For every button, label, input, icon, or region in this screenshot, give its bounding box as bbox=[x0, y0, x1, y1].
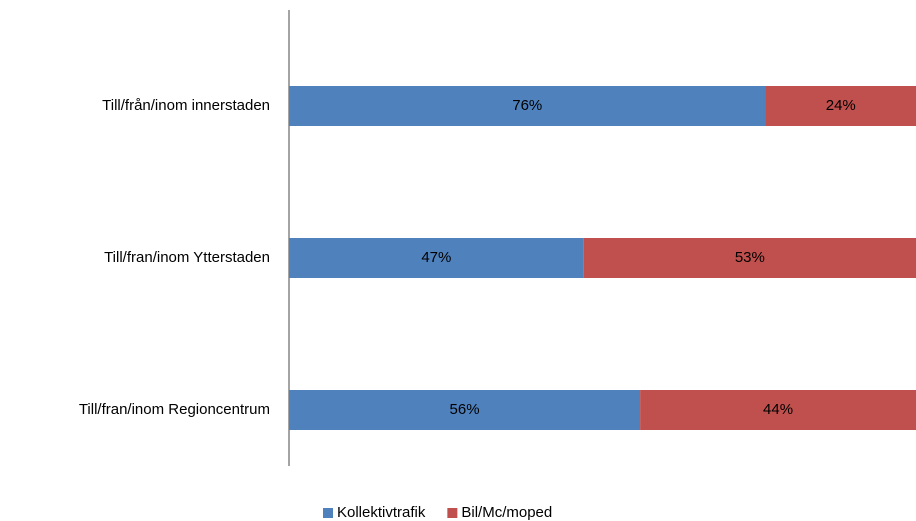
bar-segment bbox=[640, 390, 916, 430]
bar-segment bbox=[583, 238, 916, 278]
data-label: 44% bbox=[763, 401, 793, 418]
bar-segment bbox=[289, 86, 766, 126]
data-label: 76% bbox=[512, 97, 542, 114]
legend-swatch bbox=[447, 508, 458, 518]
legend-label: Bil/Mc/moped bbox=[461, 504, 552, 521]
legend-swatch bbox=[323, 508, 333, 518]
data-label: 24% bbox=[826, 97, 856, 114]
bar-segment bbox=[289, 390, 641, 430]
y-tick-label: Till/fran/inom Ytterstaden bbox=[104, 249, 270, 266]
data-label: 47% bbox=[421, 249, 451, 266]
data-label: 56% bbox=[450, 401, 480, 418]
data-label: 53% bbox=[735, 249, 765, 266]
legend-label: Kollektivtrafik bbox=[337, 504, 426, 521]
bar-segment bbox=[289, 238, 584, 278]
bar-segment bbox=[765, 86, 916, 126]
y-tick-label: Till/från/inom innerstaden bbox=[102, 97, 270, 114]
y-tick-label: Till/fran/inom Regioncentrum bbox=[79, 401, 270, 418]
